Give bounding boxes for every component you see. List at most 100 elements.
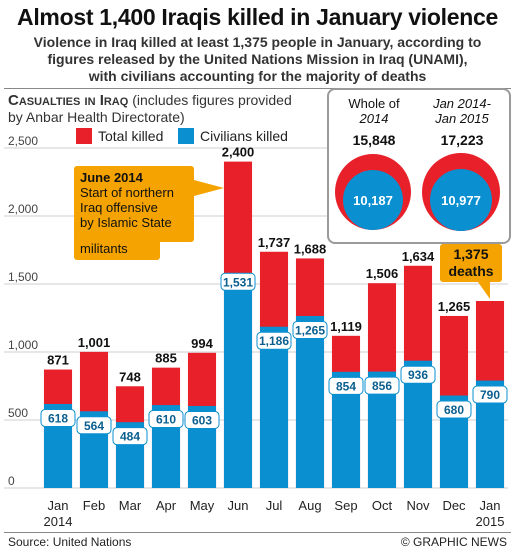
legend-civilians-label: Civilians killed [200,128,288,144]
civilians-label-bg [112,427,148,446]
footer-source: Source: United Nations [8,535,132,549]
inset-col-label: Jan 2015 [435,111,489,126]
total-value-label: 1,688 [294,241,327,256]
legend-total-label: Total killed [98,128,164,144]
civilians-value-label: 1,265 [295,323,325,337]
inset-civilians-2015: 10,977 [441,193,481,208]
callout-june-title: June 2014 [80,170,143,185]
chart-title-caps: Casualties in Iraq [8,92,129,109]
civilians-label-bg [292,320,328,339]
callout-jan-pointer [478,282,490,299]
y-tick-label: 2,000 [8,202,38,216]
civilians-label-bg [40,408,76,427]
x-tick-year: 2014 [44,514,73,529]
x-tick-label: Sep [334,498,357,513]
civilians-value-label: 610 [156,413,176,427]
bar-civilians [223,279,253,488]
divider [4,88,511,89]
bar-civilians [259,326,289,488]
civilians-label-bg [400,365,436,384]
inset-civilians-2014: 10,187 [353,193,393,208]
chart-title-rest: (includes figures provided [128,92,292,108]
civilians-value-label: 618 [48,411,68,425]
civilians-label-bg [148,410,184,429]
bar-civilians [295,315,325,488]
callout-jan-label: deaths [448,263,494,279]
callout-june-line: by Islamic State [80,215,172,230]
civilians-value-label: 564 [84,419,104,433]
inset-col-2014: Whole of 2014 [331,96,417,126]
civilians-label-bg [256,331,292,350]
x-tick-label: Feb [83,498,105,513]
y-tick-label: 0 [8,474,15,488]
total-value-label: 1,506 [366,266,399,281]
page-title: Almost 1,400 Iraqis killed in January vi… [17,4,498,30]
callout-june-line: Iraq offensive [80,200,158,215]
civilians-value-label: 680 [444,403,464,417]
x-tick-label: Apr [156,498,177,513]
civilians-label-bg [364,376,400,395]
callout-june-pointer [194,180,224,196]
footer-copyright: © GRAPHIC NEWS [400,535,507,549]
x-tick-label: Mar [119,498,142,513]
x-tick-label: May [190,498,215,513]
x-tick-label: Nov [406,498,430,513]
callout-june-line: Start of northern [80,185,174,200]
civilians-label-bg [328,376,364,395]
legend-civilians: Civilians killed [178,128,288,144]
y-tick-label: 1,500 [8,270,38,284]
subtitle: Violence in Iraq killed at least 1,375 p… [10,34,505,85]
callout-jan-2015: 1,375 deaths [440,244,502,282]
civilians-value-label: 790 [480,388,500,402]
inset-circle-civilians-2014 [343,170,403,230]
inset-box: Whole of 2014 Jan 2014- Jan 2015 15,848 … [327,88,511,244]
chart-title: Casualties in Iraq (includes figures pro… [8,92,328,126]
callout-jan-count: 1,375 [453,246,489,262]
total-value-label: 1,265 [438,299,471,314]
civilians-value-label: 936 [408,368,428,382]
civilians-value-label: 856 [372,379,392,393]
x-tick-label: Dec [442,498,466,513]
footer-divider [4,532,511,533]
total-value-label: 1,001 [78,335,111,350]
inset-total-2015: 17,223 [440,132,484,148]
total-value-label: 1,634 [402,249,435,264]
chart-title-line2: by Anbar Health Directorate) [8,109,185,125]
x-tick-year: 2015 [476,514,505,529]
civilians-label-bg [76,416,112,435]
callout-june-tail: militants [74,240,160,260]
inset-circle-civilians-2015 [430,169,492,231]
subtitle-line: with civilians accounting for the majori… [88,68,427,84]
x-tick-label: Oct [372,498,393,513]
civilians-label-bg [184,410,220,429]
inset-col-label: Whole of [348,96,400,111]
total-value-label: 994 [191,336,213,351]
inset-total-2014: 15,848 [352,132,396,148]
subtitle-line: Violence in Iraq killed at least 1,375 p… [33,34,482,50]
callout-june-line: militants [80,241,128,256]
total-value-label: 748 [119,369,141,384]
y-tick-label: 2,500 [8,134,38,148]
inset-col-label: 2014 [359,111,389,126]
x-tick-label: Jan [48,498,69,513]
total-value-label: 1,119 [330,319,362,334]
y-tick-label: 500 [8,406,28,420]
total-value-label: 871 [47,353,69,368]
x-tick-label: Jun [228,498,249,513]
legend-total: Total killed [76,128,163,144]
civilians-value-label: 484 [120,430,140,444]
civilians-value-label: 1,186 [259,334,289,348]
total-value-label: 885 [155,351,177,366]
inset-circles: 10,187 10,977 [335,153,500,231]
callout-june-2014: June 2014 Start of northern Iraq offensi… [74,166,194,242]
x-tick-label: Aug [298,498,321,513]
civilians-label-bg [472,385,508,404]
civilians-label-bg [436,400,472,419]
total-value-label: 1,737 [258,235,291,250]
subtitle-line: figures released by the United Nations M… [47,51,468,67]
x-tick-label: Jul [266,498,283,513]
civilians-value-label: 854 [336,379,356,393]
legend-swatch-civilians [178,128,194,144]
